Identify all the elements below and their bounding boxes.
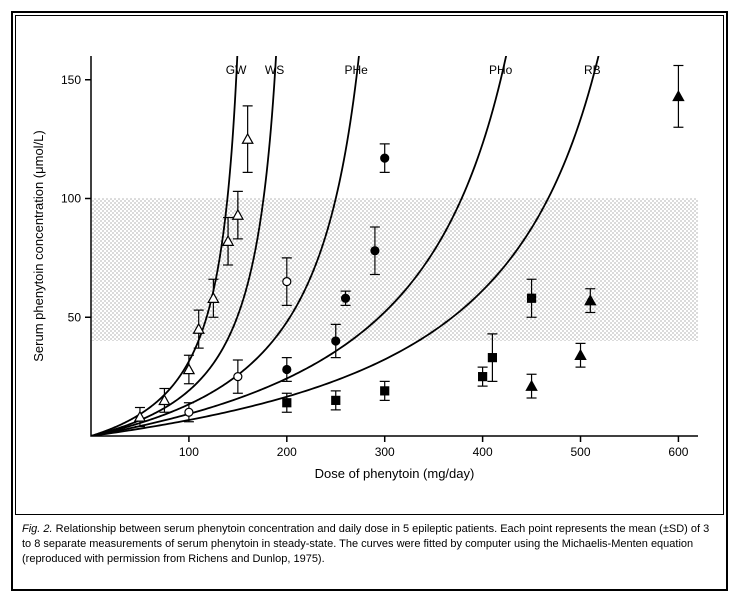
- y-axis-label: Serum phenytoin concentration (μmol/L): [31, 130, 46, 362]
- y-tick-label: 100: [61, 192, 81, 206]
- inner-frame: 100 200 300 400 500 600 50 100 150 Dose of phenyt…: [15, 15, 724, 515]
- page: { "caption": { "fig_label": "Fig. 2.", "…: [0, 0, 739, 602]
- series-label-WS: WS: [265, 63, 284, 77]
- x-tick-label: 500: [571, 445, 591, 459]
- figure-label: Fig. 2.: [22, 523, 53, 535]
- x-tick-label: 400: [473, 445, 493, 459]
- series-label-PHe: PHe: [344, 63, 368, 77]
- x-axis-label: Dose of phenytoin (mg/day): [315, 466, 475, 481]
- figure-caption-text: Relationship between serum phenytoin con…: [22, 523, 709, 565]
- x-tick-label: 100: [179, 445, 199, 459]
- series-label-PHo: PHo: [489, 63, 513, 77]
- x-tick-label: 300: [375, 445, 395, 459]
- x-tick-label: 600: [668, 445, 688, 459]
- y-tick-label: 50: [68, 310, 82, 324]
- phenytoin-chart: 100 200 300 400 500 600 50 100 150 Dose of phenyt…: [16, 16, 723, 514]
- figure-caption: Fig. 2. Relationship between serum pheny…: [22, 522, 717, 567]
- x-tick-label: 200: [277, 445, 297, 459]
- y-tick-label: 150: [61, 73, 81, 87]
- series-label-GW: GW: [226, 63, 247, 77]
- series-label-RB: RB: [584, 63, 601, 77]
- therapeutic-band: [91, 199, 698, 342]
